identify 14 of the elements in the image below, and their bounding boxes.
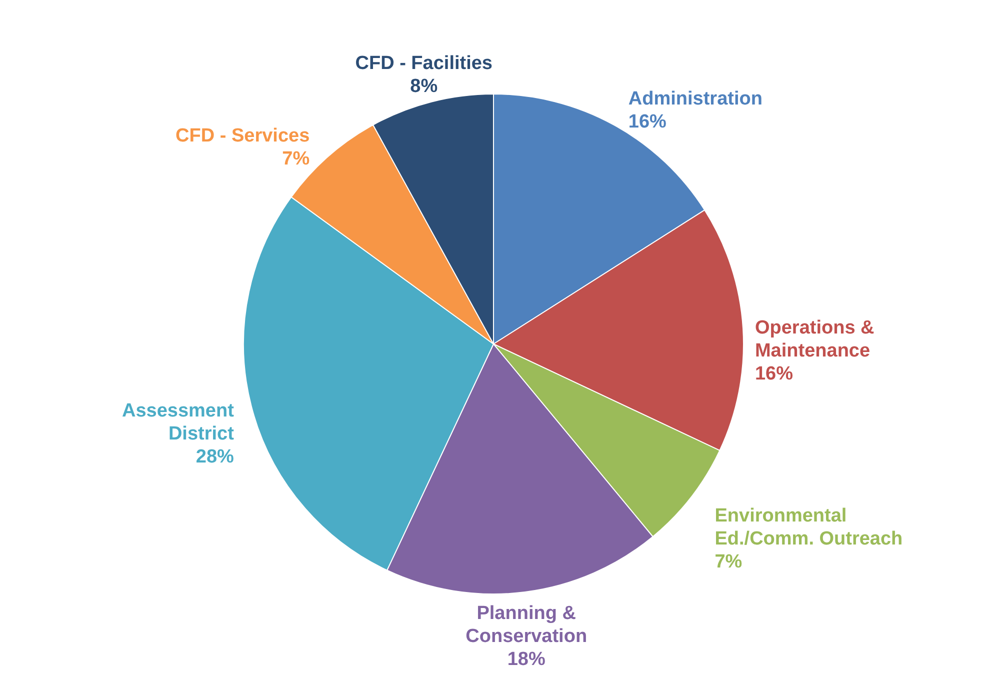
slice-label: Administration xyxy=(628,88,762,110)
slice-label: Operations & Maintenance xyxy=(754,318,875,362)
slice-label: Environmental Ed./Comm. Outreach xyxy=(714,506,903,550)
data-label: 16% xyxy=(628,112,667,133)
slice-label: CFD - Facilities xyxy=(355,52,492,74)
data-label: 28% xyxy=(196,446,234,468)
slice-label: Planning & Conservation xyxy=(466,602,588,647)
data-label: 7% xyxy=(714,552,742,573)
slice-label: Assessment District xyxy=(122,400,235,445)
data-label: 16% xyxy=(754,364,794,385)
data-label: 18% xyxy=(507,648,546,670)
slice-label: CFD - Services xyxy=(176,125,310,146)
data-label: 8% xyxy=(410,76,438,97)
data-label: 7% xyxy=(282,148,310,170)
